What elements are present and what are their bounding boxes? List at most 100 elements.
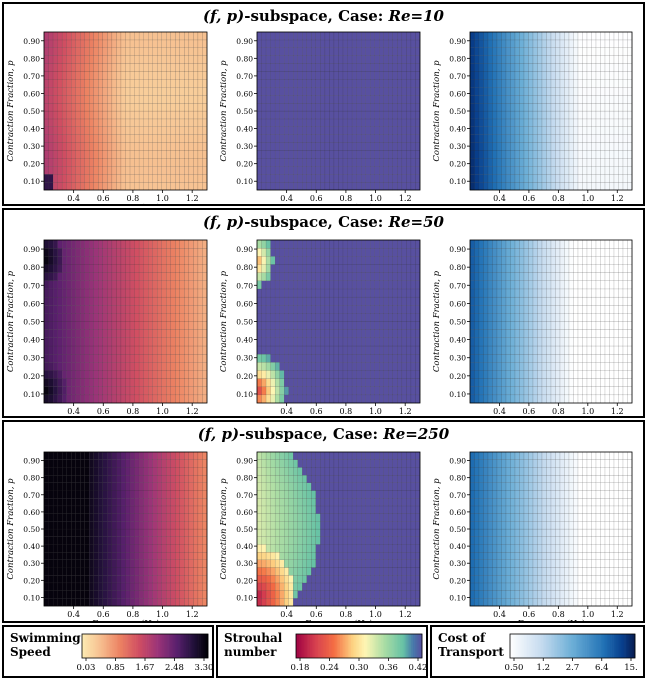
y-tick-label: 0.30	[23, 142, 40, 151]
heatmap-cell	[148, 582, 153, 591]
heatmap-cell	[284, 256, 289, 265]
heatmap-cell	[532, 87, 538, 96]
heatmap-cell	[351, 95, 357, 104]
heatmap-cell	[297, 39, 303, 48]
heatmap-cell	[288, 370, 294, 379]
heatmap-cell	[170, 126, 176, 135]
heatmap-cell	[501, 362, 507, 371]
heatmap-cell	[311, 362, 317, 371]
heatmap-cell	[89, 264, 94, 273]
heatmap-cell	[197, 142, 203, 151]
heatmap-cell	[138, 55, 144, 64]
heatmap-cell	[297, 181, 303, 191]
heatmap-cell	[98, 521, 104, 530]
heatmap-cell	[356, 47, 362, 56]
heatmap-cell	[469, 329, 475, 338]
heatmap-cell	[52, 490, 58, 499]
heatmap-cell	[175, 63, 181, 72]
heatmap-cell	[102, 248, 108, 257]
heatmap-cell	[582, 63, 588, 72]
heatmap-cell	[197, 337, 203, 347]
heatmap-cell	[274, 55, 280, 64]
heatmap-cell	[406, 71, 412, 80]
heatmap-cell	[568, 248, 574, 257]
heatmap-cell	[265, 95, 271, 104]
heatmap-cell	[388, 118, 394, 127]
heatmap-cell	[197, 134, 203, 143]
heatmap-cell	[102, 174, 108, 183]
heatmap-cell	[306, 47, 312, 56]
heatmap-cell	[125, 505, 131, 514]
heatmap-cell	[52, 559, 58, 568]
heatmap-cell	[107, 102, 113, 112]
heatmap-cell	[71, 272, 76, 281]
heatmap-cell	[179, 166, 185, 175]
heatmap-cell	[514, 142, 520, 151]
heatmap-cell	[604, 166, 610, 175]
heatmap-cell	[528, 296, 534, 306]
heatmap-cell	[537, 280, 543, 290]
heatmap-cell	[347, 321, 353, 330]
heatmap-cell	[388, 142, 394, 151]
heatmap-cell	[478, 55, 484, 64]
heatmap-cell	[613, 39, 619, 48]
heatmap-cell	[374, 95, 380, 104]
heatmap-cell	[116, 321, 122, 330]
heatmap-cell	[61, 118, 67, 127]
heatmap-cell	[397, 329, 403, 338]
heatmap-cell	[573, 166, 579, 175]
heatmap-cell	[351, 386, 357, 396]
heatmap-cell	[306, 321, 312, 330]
heatmap-cell	[564, 31, 570, 41]
heatmap-cell	[528, 280, 534, 290]
heatmap-cell	[383, 166, 389, 175]
heatmap-cell	[383, 239, 389, 249]
heatmap-cell	[361, 150, 366, 159]
heatmap-cell	[138, 567, 144, 576]
heatmap-cell	[514, 378, 520, 387]
heatmap-cell	[111, 95, 117, 104]
heatmap-cell	[157, 174, 162, 183]
heatmap-cell	[541, 55, 547, 64]
heatmap-cell	[356, 264, 362, 273]
y-tick-label: 0.10	[236, 177, 253, 186]
heatmap-cell	[261, 95, 267, 104]
heatmap-cell	[84, 296, 90, 306]
heatmap-cell	[279, 126, 285, 135]
heatmap-cell	[401, 158, 407, 167]
heatmap-cell	[279, 345, 285, 355]
heatmap-cell	[71, 544, 76, 553]
heatmap-cell	[351, 87, 357, 96]
heatmap-cell	[559, 329, 565, 338]
heatmap-cell	[514, 110, 520, 120]
heatmap-cell	[492, 166, 498, 175]
heatmap-cell	[469, 71, 475, 80]
heatmap-cell	[338, 239, 344, 249]
heatmap-cell	[379, 248, 384, 257]
heatmap-cell	[179, 31, 185, 41]
heatmap-cell	[591, 378, 597, 387]
heatmap-cell	[324, 174, 330, 183]
heatmap-cell	[338, 110, 344, 120]
heatmap-cell	[107, 158, 113, 167]
x-tick-label: 1.2	[399, 194, 412, 203]
heatmap-cell	[288, 110, 294, 120]
heatmap-cell	[591, 39, 597, 48]
heatmap-cell	[474, 305, 480, 314]
heatmap-cell	[311, 102, 317, 112]
heatmap-cell	[120, 337, 126, 347]
heatmap-cell	[613, 134, 619, 143]
heatmap-cell	[555, 288, 561, 298]
heatmap-cell	[487, 321, 493, 330]
heatmap-cell	[302, 264, 307, 273]
heatmap-cell	[197, 79, 203, 88]
heatmap-cell	[505, 63, 511, 72]
heatmap-cell	[320, 87, 326, 96]
heatmap-cell	[202, 150, 208, 159]
heatmap-cell	[564, 280, 570, 290]
heatmap-cell	[61, 575, 67, 584]
heatmap-cell	[510, 337, 516, 347]
heatmap-cell	[302, 102, 307, 112]
heatmap-cell	[143, 598, 149, 607]
heatmap-cell	[93, 39, 99, 48]
